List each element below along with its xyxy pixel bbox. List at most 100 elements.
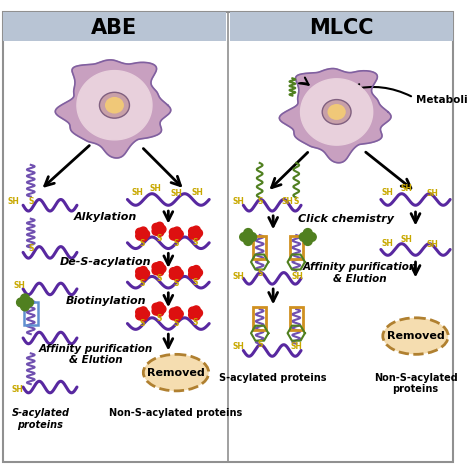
Text: Removed: Removed: [387, 331, 445, 341]
Text: SH: SH: [401, 236, 413, 245]
Text: S: S: [192, 238, 198, 247]
Circle shape: [136, 268, 144, 276]
Text: S: S: [192, 278, 198, 287]
Text: S: S: [156, 314, 161, 323]
Text: SH: SH: [233, 342, 245, 351]
Text: Removed: Removed: [147, 368, 205, 378]
Circle shape: [155, 265, 162, 272]
Circle shape: [152, 307, 160, 315]
Circle shape: [189, 311, 197, 319]
Bar: [290, 307, 303, 330]
Text: SH: SH: [170, 189, 182, 198]
Circle shape: [152, 263, 160, 271]
Circle shape: [173, 310, 180, 318]
Circle shape: [158, 225, 166, 233]
Circle shape: [194, 229, 202, 237]
Circle shape: [136, 232, 144, 240]
Circle shape: [25, 298, 34, 307]
Circle shape: [303, 228, 312, 237]
Text: SH: SH: [11, 385, 23, 394]
Text: Metaboli: Metaboli: [416, 95, 467, 105]
Polygon shape: [279, 69, 391, 163]
Circle shape: [300, 233, 308, 241]
Text: S: S: [156, 235, 161, 244]
Text: S: S: [140, 279, 145, 288]
Text: SH: SH: [132, 188, 144, 197]
Circle shape: [155, 302, 164, 310]
Circle shape: [189, 227, 197, 235]
Text: S: S: [156, 274, 161, 283]
Text: S: S: [257, 269, 263, 278]
Circle shape: [139, 313, 147, 321]
Text: S: S: [293, 197, 299, 206]
Circle shape: [169, 228, 177, 236]
Ellipse shape: [143, 355, 209, 391]
Circle shape: [189, 231, 197, 239]
Circle shape: [169, 232, 177, 240]
Circle shape: [194, 269, 202, 277]
Text: SH: SH: [233, 197, 245, 206]
Ellipse shape: [383, 318, 448, 355]
Circle shape: [155, 262, 164, 270]
Circle shape: [175, 270, 183, 278]
Circle shape: [136, 308, 144, 316]
Text: Biotinylation: Biotinylation: [65, 296, 146, 306]
FancyBboxPatch shape: [230, 12, 453, 41]
Text: SH: SH: [401, 184, 413, 193]
Circle shape: [158, 305, 166, 313]
Circle shape: [169, 312, 177, 320]
Text: SH: SH: [290, 342, 302, 351]
Circle shape: [141, 310, 150, 318]
Text: S: S: [173, 239, 179, 248]
Circle shape: [173, 233, 181, 241]
Text: SH: SH: [382, 239, 393, 248]
Circle shape: [169, 272, 177, 280]
FancyBboxPatch shape: [3, 12, 226, 41]
Text: SH: SH: [427, 240, 439, 249]
Circle shape: [152, 266, 160, 274]
Circle shape: [192, 265, 201, 273]
Circle shape: [194, 309, 202, 317]
Circle shape: [139, 266, 147, 274]
Text: Non-S-acylated
proteins: Non-S-acylated proteins: [374, 373, 457, 394]
Text: De-S-acylation: De-S-acylation: [60, 257, 152, 267]
Circle shape: [139, 227, 147, 235]
Circle shape: [155, 222, 164, 230]
Text: SH: SH: [382, 188, 393, 197]
Text: Alkylation: Alkylation: [74, 212, 137, 222]
Circle shape: [192, 272, 201, 280]
Bar: [253, 307, 266, 330]
Circle shape: [21, 294, 29, 303]
Circle shape: [155, 226, 162, 233]
Circle shape: [192, 269, 199, 276]
Polygon shape: [55, 60, 171, 158]
Circle shape: [175, 310, 183, 318]
Text: MLCC: MLCC: [309, 18, 374, 38]
Circle shape: [152, 227, 160, 235]
Text: S: S: [192, 318, 198, 327]
Text: SH: SH: [282, 197, 293, 206]
Circle shape: [139, 307, 147, 315]
Text: SH: SH: [13, 281, 25, 290]
Circle shape: [244, 237, 253, 246]
Circle shape: [22, 299, 28, 306]
Ellipse shape: [328, 104, 346, 120]
Text: SH: SH: [191, 188, 203, 197]
Text: S-acylated proteins: S-acylated proteins: [219, 373, 327, 383]
Circle shape: [169, 308, 177, 316]
Circle shape: [173, 231, 180, 237]
Circle shape: [136, 312, 144, 320]
Circle shape: [248, 233, 256, 241]
Text: S: S: [173, 319, 179, 328]
Bar: [290, 236, 303, 259]
Circle shape: [141, 270, 150, 278]
Text: Affinity purification
& Elution: Affinity purification & Elution: [302, 262, 417, 283]
Circle shape: [158, 264, 166, 273]
Circle shape: [173, 273, 181, 281]
Circle shape: [192, 312, 201, 320]
Circle shape: [173, 266, 181, 274]
Text: S: S: [28, 197, 34, 206]
Polygon shape: [301, 79, 373, 145]
Bar: [24, 302, 37, 326]
Circle shape: [173, 270, 180, 277]
